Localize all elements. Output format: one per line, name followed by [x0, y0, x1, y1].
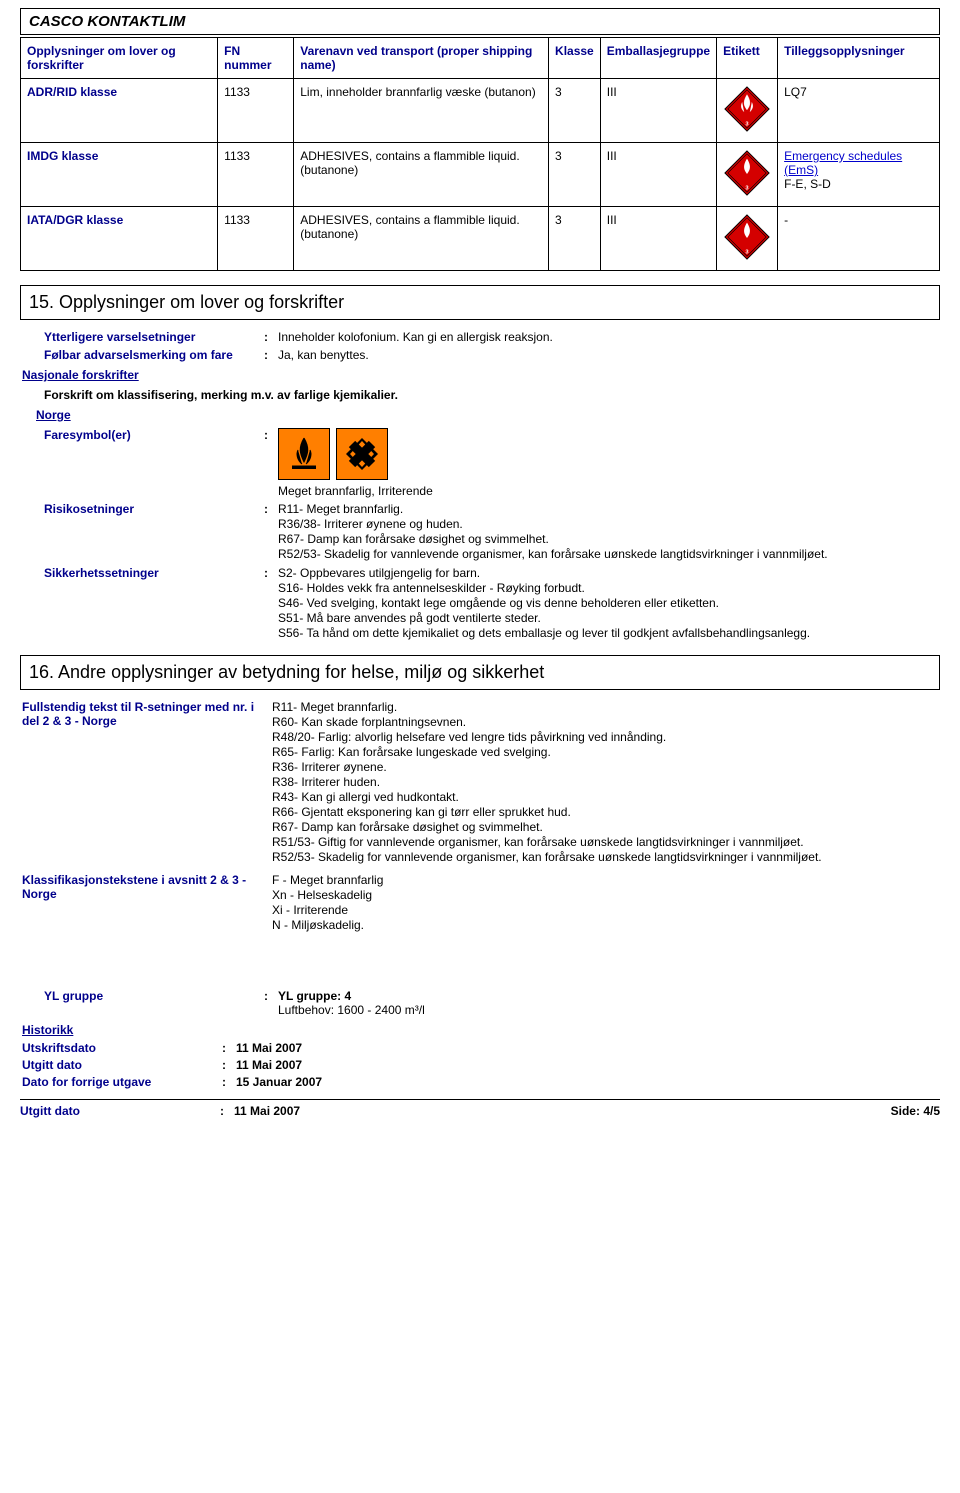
iata-name: ADHESIVES, contains a flammible liquid. … — [294, 207, 549, 271]
ems-link[interactable]: Emergency schedules (EmS) — [784, 149, 902, 177]
adr-extra: LQ7 — [778, 79, 940, 143]
iata-fn: 1133 — [218, 207, 294, 271]
adr-pkg: III — [600, 79, 716, 143]
utskrift-val: 11 Mai 2007 — [236, 1041, 940, 1055]
flammable-icon: 3 — [723, 149, 771, 197]
klass-lines: F - Meget brannfarligXn - HelseskadeligX… — [272, 873, 940, 933]
footer-val: 11 Mai 2007 — [234, 1104, 300, 1118]
imdg-fn: 1133 — [218, 143, 294, 207]
utskrift-label: Utskriftsdato — [22, 1041, 222, 1055]
norge-heading: Norge — [36, 408, 940, 422]
faresymbol-label: Faresymbol(er) — [44, 428, 264, 498]
th-pkg: Emballasjegruppe — [600, 38, 716, 79]
page-footer: Utgitt dato : 11 Mai 2007 Side: 4/5 — [20, 1099, 940, 1118]
forrige-label: Dato for forrige utgave — [22, 1075, 222, 1089]
footer-page: Side: 4/5 — [891, 1104, 940, 1118]
nasjonale-heading: Nasjonale forskrifter — [22, 368, 940, 382]
colon: : — [264, 330, 278, 344]
imdg-label: IMDG klasse — [21, 143, 218, 207]
pictograms — [278, 428, 940, 480]
th-etikett: Etikett — [717, 38, 778, 79]
ytterligere-label: Ytterligere varselsetninger — [44, 330, 264, 344]
svg-text:3: 3 — [746, 185, 749, 191]
iata-klasse: 3 — [549, 207, 601, 271]
sikkerhet-lines: S2- Oppbevares utilgjengelig for barn.S1… — [278, 566, 940, 641]
th-klasse: Klasse — [549, 38, 601, 79]
product-title: CASCO KONTAKTLIM — [20, 8, 940, 35]
footer-label: Utgitt dato — [20, 1104, 220, 1118]
colon: : — [264, 348, 278, 362]
iata-extra: - — [778, 207, 940, 271]
folbar-val: Ja, kan benyttes. — [278, 348, 940, 362]
risiko-label: Risikosetninger — [44, 502, 264, 562]
yl-label: YL gruppe — [44, 989, 264, 1017]
fullr-label: Fullstendig tekst til R-setninger med nr… — [22, 700, 272, 865]
adr-fn: 1133 — [218, 79, 294, 143]
section-16-heading: 16. Andre opplysninger av betydning for … — [20, 655, 940, 690]
sikkerhet-label: Sikkerhetssetninger — [44, 566, 264, 641]
transport-row-imdg: IMDG klasse 1133 ADHESIVES, contains a f… — [21, 143, 940, 207]
svg-text:3: 3 — [746, 249, 749, 255]
adr-etikett: 3 — [717, 79, 778, 143]
imdg-extra: Emergency schedules (EmS) F-E, S-D — [778, 143, 940, 207]
section-15-heading: 15. Opplysninger om lover og forskrifter — [20, 285, 940, 320]
iata-label: IATA/DGR klasse — [21, 207, 218, 271]
historikk-heading: Historikk — [22, 1023, 940, 1037]
folbar-label: Følbar advarselsmerking om fare — [44, 348, 264, 362]
transport-row-iata: IATA/DGR klasse 1133 ADHESIVES, contains… — [21, 207, 940, 271]
adr-name: Lim, inneholder brannfarlig væske (butan… — [294, 79, 549, 143]
colon: : — [264, 989, 278, 1017]
flammable-pictogram — [278, 428, 330, 480]
th-varenavn: Varenavn ved transport (proper shipping … — [294, 38, 549, 79]
ytterligere-val: Inneholder kolofonium. Kan gi en allergi… — [278, 330, 940, 344]
th-fn: FN nummer — [218, 38, 294, 79]
iata-etikett: 3 — [717, 207, 778, 271]
forskrift-text: Forskrift om klassifisering, merking m.v… — [44, 388, 940, 402]
adr-label: ADR/RID klasse — [21, 79, 218, 143]
th-tillegg: Tilleggsopplysninger — [778, 38, 940, 79]
imdg-name: ADHESIVES, contains a flammible liquid. … — [294, 143, 549, 207]
ems-codes: F-E, S-D — [784, 177, 831, 191]
imdg-pkg: III — [600, 143, 716, 207]
yl-line2: Luftbehov: 1600 - 2400 m³/l — [278, 1003, 425, 1017]
th-lover: Opplysninger om lover og forskrifter — [21, 38, 218, 79]
klass-label: Klassifikasjonstekstene i avsnitt 2 & 3 … — [22, 873, 272, 933]
yl-val: YL gruppe: 4 Luftbehov: 1600 - 2400 m³/l — [278, 989, 940, 1017]
fullr-lines: R11- Meget brannfarlig.R60- Kan skade fo… — [272, 700, 940, 865]
colon: : — [264, 428, 278, 498]
yl-line1: YL gruppe: 4 — [278, 989, 351, 1003]
irritant-pictogram — [336, 428, 388, 480]
transport-row-adr: ADR/RID klasse 1133 Lim, inneholder bran… — [21, 79, 940, 143]
forrige-val: 15 Januar 2007 — [236, 1075, 940, 1089]
colon: : — [264, 566, 278, 641]
adr-klasse: 3 — [549, 79, 601, 143]
flammable-icon: 3 — [723, 85, 771, 133]
utgitt-label: Utgitt dato — [22, 1058, 222, 1072]
svg-text:3: 3 — [746, 121, 749, 127]
transport-table: Opplysninger om lover og forskrifter FN … — [20, 37, 940, 271]
imdg-etikett: 3 — [717, 143, 778, 207]
iata-pkg: III — [600, 207, 716, 271]
utgitt-val: 11 Mai 2007 — [236, 1058, 940, 1072]
colon: : — [264, 502, 278, 562]
flammable-icon: 3 — [723, 213, 771, 261]
imdg-klasse: 3 — [549, 143, 601, 207]
risiko-lines: R11- Meget brannfarlig.R36/38- Irriterer… — [278, 502, 940, 562]
picto-caption: Meget brannfarlig, Irriterende — [278, 484, 940, 498]
transport-header-row: Opplysninger om lover og forskrifter FN … — [21, 38, 940, 79]
